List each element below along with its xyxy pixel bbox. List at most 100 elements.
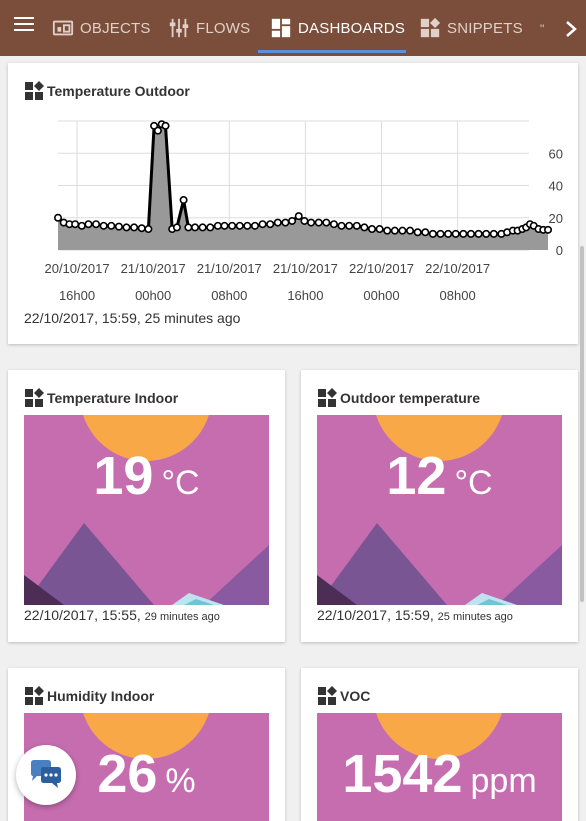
- y-tick-label: 60: [549, 146, 563, 161]
- card-title-text: Temperature Outdoor: [47, 83, 190, 99]
- value-tile: 19 °C: [24, 415, 269, 605]
- chart-point: [281, 218, 290, 227]
- chart-point: [184, 223, 193, 232]
- temperature-outdoor-card: Temperature Outdoor 0 20 40 60 20/10/2017 16…: [8, 63, 578, 344]
- widget-icon: [25, 81, 44, 100]
- x-tick-date-label: 20/10/2017: [44, 261, 109, 276]
- chart-point: [451, 229, 460, 238]
- chart-point: [273, 218, 282, 227]
- chart-point: [198, 223, 207, 232]
- chart-point: [383, 226, 392, 235]
- value-display: 1542 ppm: [317, 743, 562, 805]
- chart-point: [114, 222, 123, 231]
- chart-point: [137, 224, 146, 233]
- x-tick-date-label: 21/10/2017: [197, 261, 262, 276]
- y-tick-label: 20: [549, 211, 563, 226]
- chart-point: [300, 216, 309, 225]
- chart-point: [444, 229, 453, 238]
- chart-point: [337, 221, 346, 230]
- chevron-right-icon[interactable]: [561, 18, 581, 40]
- tab-objects-label: OBJECTS: [80, 19, 151, 37]
- value-unit: %: [165, 762, 196, 800]
- chart-point: [482, 229, 491, 238]
- chart-point: [294, 212, 303, 221]
- top-app-bar: OBJECTS FLOWS DASHBOARDS SNIPPETS ": [0, 0, 586, 56]
- active-tab-indicator: [258, 50, 406, 53]
- flows-icon: [169, 18, 189, 38]
- objects-icon: [52, 20, 74, 36]
- last-updated-timestamp: 22/10/2017, 15:59, 25 minutes ago: [317, 607, 513, 623]
- chart-point: [322, 218, 331, 227]
- card-title: Humidity Indoor: [24, 686, 154, 706]
- card-title-text: Temperature Indoor: [47, 390, 179, 406]
- tab-overflow-hint: ": [540, 22, 545, 36]
- chart-point: [352, 221, 361, 230]
- tab-flows-label: FLOWS: [196, 19, 251, 37]
- last-updated-timestamp: 22/10/2017, 15:59, 25 minutes ago: [24, 310, 241, 326]
- hamburger-menu-icon[interactable]: [14, 17, 34, 33]
- chart-point: [235, 221, 244, 230]
- chart-point: [243, 221, 252, 230]
- chart-point: [360, 223, 369, 232]
- chart-point: [489, 229, 498, 238]
- timestamp-date: 22/10/2017, 15:55,: [24, 607, 141, 623]
- chart-point: [544, 225, 553, 234]
- value-number: 12: [386, 446, 447, 506]
- tab-flows[interactable]: FLOWS: [168, 0, 250, 56]
- value-number: 19: [93, 446, 154, 506]
- x-tick-time-label: 08h00: [211, 288, 247, 303]
- value-unit: °C: [161, 464, 200, 502]
- chart-point: [220, 221, 229, 230]
- chart-point: [307, 218, 316, 227]
- tab-snippets[interactable]: SNIPPETS: [419, 0, 523, 56]
- chart-point: [436, 229, 445, 238]
- y-tick-label: 40: [549, 179, 563, 194]
- chart-point: [390, 226, 399, 235]
- card-title: Temperature Outdoor: [24, 81, 190, 101]
- value-display: 12 °C: [317, 445, 562, 507]
- chart-point: [77, 221, 86, 230]
- chat-button[interactable]: [16, 745, 76, 805]
- widget-icon: [318, 686, 337, 705]
- mountain-sun-background: [317, 713, 562, 821]
- mountain-sun-background: [317, 415, 562, 605]
- chart-point: [130, 223, 139, 232]
- chart-x-ticks: 20/10/2017 16h00 21/10/2017 00h00 21/10/2017…: [44, 261, 490, 303]
- chart-point: [71, 220, 80, 229]
- chart-point: [314, 218, 323, 227]
- chart-point: [250, 221, 259, 230]
- chart-area-fill: [58, 124, 548, 250]
- vertical-scrollbar[interactable]: [580, 246, 584, 602]
- chart-point: [428, 229, 437, 238]
- chart-point: [266, 220, 275, 229]
- chart-point: [375, 225, 384, 234]
- chart-point: [153, 126, 162, 135]
- chart-point: [288, 216, 297, 225]
- widget-icon: [25, 686, 44, 705]
- widget-icon: [318, 388, 337, 407]
- x-tick-time-label: 08h00: [440, 288, 476, 303]
- card-title: VOC: [317, 686, 370, 706]
- chart-y-ticks: 0 20 40 60: [549, 146, 563, 258]
- chart-point: [345, 221, 354, 230]
- snippets-icon: [420, 17, 441, 38]
- value-number: 1542: [342, 744, 463, 804]
- tab-snippets-label: SNIPPETS: [447, 19, 523, 37]
- card-title-text: Outdoor temperature: [340, 390, 481, 406]
- y-tick-label: 0: [556, 243, 563, 258]
- tab-dashboards[interactable]: DASHBOARDS: [270, 0, 405, 56]
- chart-point: [206, 223, 215, 232]
- chart-point: [228, 221, 237, 230]
- x-tick-time-label: 16h00: [287, 288, 323, 303]
- chart-point: [406, 226, 415, 235]
- x-tick-date-label: 22/10/2017: [425, 261, 490, 276]
- card-title: Temperature Indoor: [24, 388, 178, 408]
- chart-point: [144, 225, 153, 234]
- timestamp-date: 22/10/2017, 15:59,: [317, 607, 434, 623]
- x-tick-time-label: 00h00: [363, 288, 399, 303]
- timestamp-ago: 25 minutes ago: [437, 611, 513, 623]
- outdoor-temperature-card: Outdoor temperature 12 °C 22/10/2017, 15…: [301, 370, 578, 642]
- tab-objects[interactable]: OBJECTS: [52, 0, 151, 56]
- chart-point: [367, 225, 376, 234]
- card-title: Outdoor temperature: [317, 388, 480, 408]
